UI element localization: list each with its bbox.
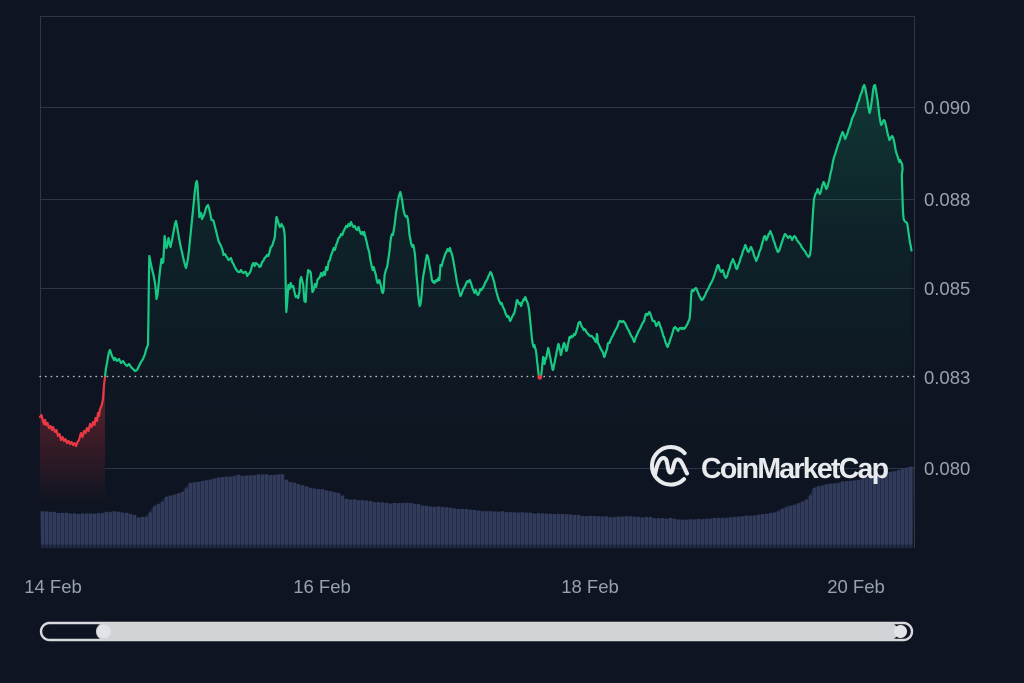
svg-text:20 Feb: 20 Feb <box>827 576 885 597</box>
svg-text:14 Feb: 14 Feb <box>24 576 82 597</box>
svg-text:0.080: 0.080 <box>924 458 970 479</box>
svg-text:0.083: 0.083 <box>924 367 970 388</box>
svg-text:0.085: 0.085 <box>924 278 970 299</box>
svg-text:18 Feb: 18 Feb <box>561 576 619 597</box>
svg-text:16 Feb: 16 Feb <box>293 576 351 597</box>
svg-text:CoinMarketCap: CoinMarketCap <box>701 453 889 485</box>
svg-text:0.090: 0.090 <box>924 97 970 118</box>
svg-text:0.088: 0.088 <box>924 189 970 210</box>
